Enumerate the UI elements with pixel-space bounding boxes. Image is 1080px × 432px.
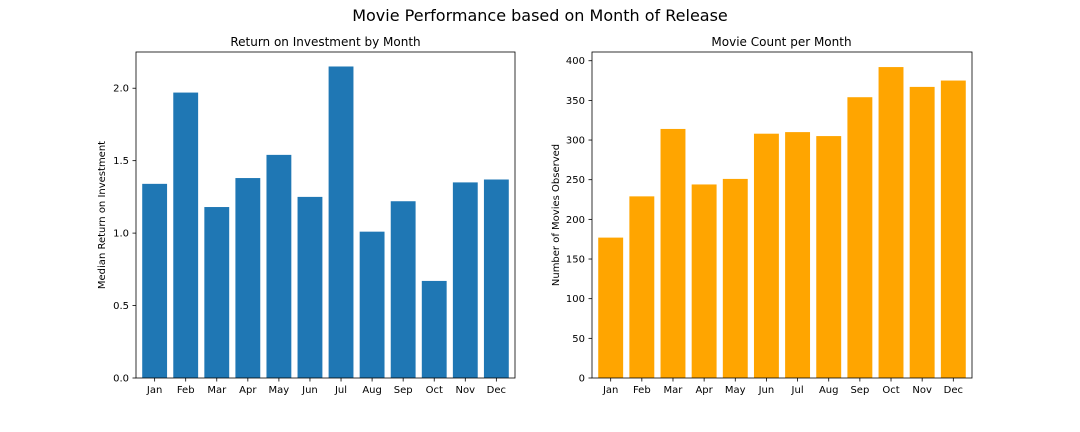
count-xtick-label: Apr <box>695 385 713 396</box>
count-bar-sep <box>847 97 873 379</box>
roi-bar-may <box>266 154 292 378</box>
count-chart-y-axis: 0 50 100 150 200 250 300 350 400 <box>566 56 592 385</box>
count-bar-aug <box>816 136 842 378</box>
count-chart-x-axis: Jan Feb Mar Apr May Jun Jul Aug Sep Oct Nov Dec <box>602 378 963 396</box>
count-bar-jan <box>598 237 624 378</box>
roi-bar-jan <box>142 183 168 378</box>
count-chart-ylabel: Number of Movies Observed <box>551 144 562 286</box>
roi-bar-feb <box>173 92 199 379</box>
count-xtick-label: Aug <box>819 385 839 396</box>
count-bar-feb <box>629 196 655 378</box>
roi-chart: Return on Investment by Month Median Ret… <box>97 35 516 396</box>
roi-ytick-label: 0.5 <box>113 301 129 312</box>
count-ytick-label: 200 <box>566 215 585 226</box>
roi-xtick-label: Sep <box>394 385 413 396</box>
roi-xtick-label: Mar <box>207 385 227 396</box>
count-xtick-label: Nov <box>912 385 932 396</box>
count-chart: Movie Count per Month Number of Movies O… <box>551 35 973 396</box>
roi-chart-title: Return on Investment by Month <box>230 35 420 49</box>
count-bar-apr <box>691 184 717 378</box>
roi-ytick-label: 1.5 <box>113 156 129 167</box>
roi-xtick-label: Apr <box>239 385 257 396</box>
roi-xtick-label: Oct <box>426 385 443 396</box>
roi-bar-oct <box>421 280 447 378</box>
count-bar-mar <box>660 128 686 378</box>
roi-bar-jul <box>328 66 354 378</box>
roi-bar-jun <box>297 196 323 378</box>
count-xtick-label: Mar <box>664 385 684 396</box>
roi-bar-sep <box>390 201 416 378</box>
count-bar-nov <box>909 86 935 379</box>
roi-chart-ylabel: Median Return on Investment <box>97 141 108 289</box>
figure-suptitle: Movie Performance based on Month of Rele… <box>352 6 728 25</box>
count-xtick-label: May <box>725 385 746 396</box>
roi-ytick-label: 2.0 <box>113 84 129 95</box>
roi-xtick-label: Feb <box>177 385 195 396</box>
roi-xtick-label: Aug <box>362 385 382 396</box>
count-xtick-label: Oct <box>882 385 899 396</box>
count-chart-frame <box>591 51 973 379</box>
count-xtick-label: Jul <box>791 385 804 396</box>
roi-bar-nov <box>452 182 478 378</box>
roi-xtick-label: Jan <box>146 385 162 396</box>
roi-bar-dec <box>483 179 509 378</box>
count-ytick-label: 350 <box>566 96 585 107</box>
roi-bar-apr <box>235 178 261 378</box>
roi-xtick-label: May <box>269 385 290 396</box>
roi-ytick-label: 1.0 <box>113 229 129 240</box>
count-xtick-label: Dec <box>944 385 963 396</box>
count-xtick-label: Sep <box>850 385 869 396</box>
roi-chart-frame <box>135 51 516 379</box>
count-ytick-label: 0 <box>579 374 585 385</box>
count-ytick-label: 100 <box>566 294 585 305</box>
roi-bar-mar <box>204 207 230 378</box>
roi-xtick-label: Jul <box>334 385 347 396</box>
roi-chart-y-axis: 0.0 0.5 1.0 1.5 2.0 <box>113 84 136 385</box>
count-xtick-label: Feb <box>633 385 651 396</box>
count-bar-may <box>722 178 748 378</box>
count-ytick-label: 50 <box>572 334 585 345</box>
count-ytick-label: 250 <box>566 175 585 186</box>
count-bar-jun <box>753 133 779 378</box>
roi-xtick-label: Jun <box>301 385 318 396</box>
count-ytick-label: 150 <box>566 255 585 266</box>
roi-chart-bars <box>142 66 509 379</box>
count-bar-oct <box>878 67 904 378</box>
count-bar-jul <box>785 132 811 378</box>
roi-chart-x-axis: Jan Feb Mar Apr May Jun Jul Aug Sep Oct Nov Dec <box>146 378 506 396</box>
roi-xtick-label: Dec <box>487 385 506 396</box>
count-ytick-label: 400 <box>566 56 585 67</box>
count-chart-title: Movie Count per Month <box>711 35 851 49</box>
count-xtick-label: Jun <box>758 385 775 396</box>
count-chart-bars <box>598 67 966 379</box>
count-xtick-label: Jan <box>602 385 618 396</box>
count-ytick-label: 300 <box>566 136 585 147</box>
roi-ytick-label: 0.0 <box>113 374 129 385</box>
roi-bar-aug <box>359 231 385 378</box>
roi-xtick-label: Nov <box>456 385 476 396</box>
count-bar-dec <box>940 80 966 378</box>
